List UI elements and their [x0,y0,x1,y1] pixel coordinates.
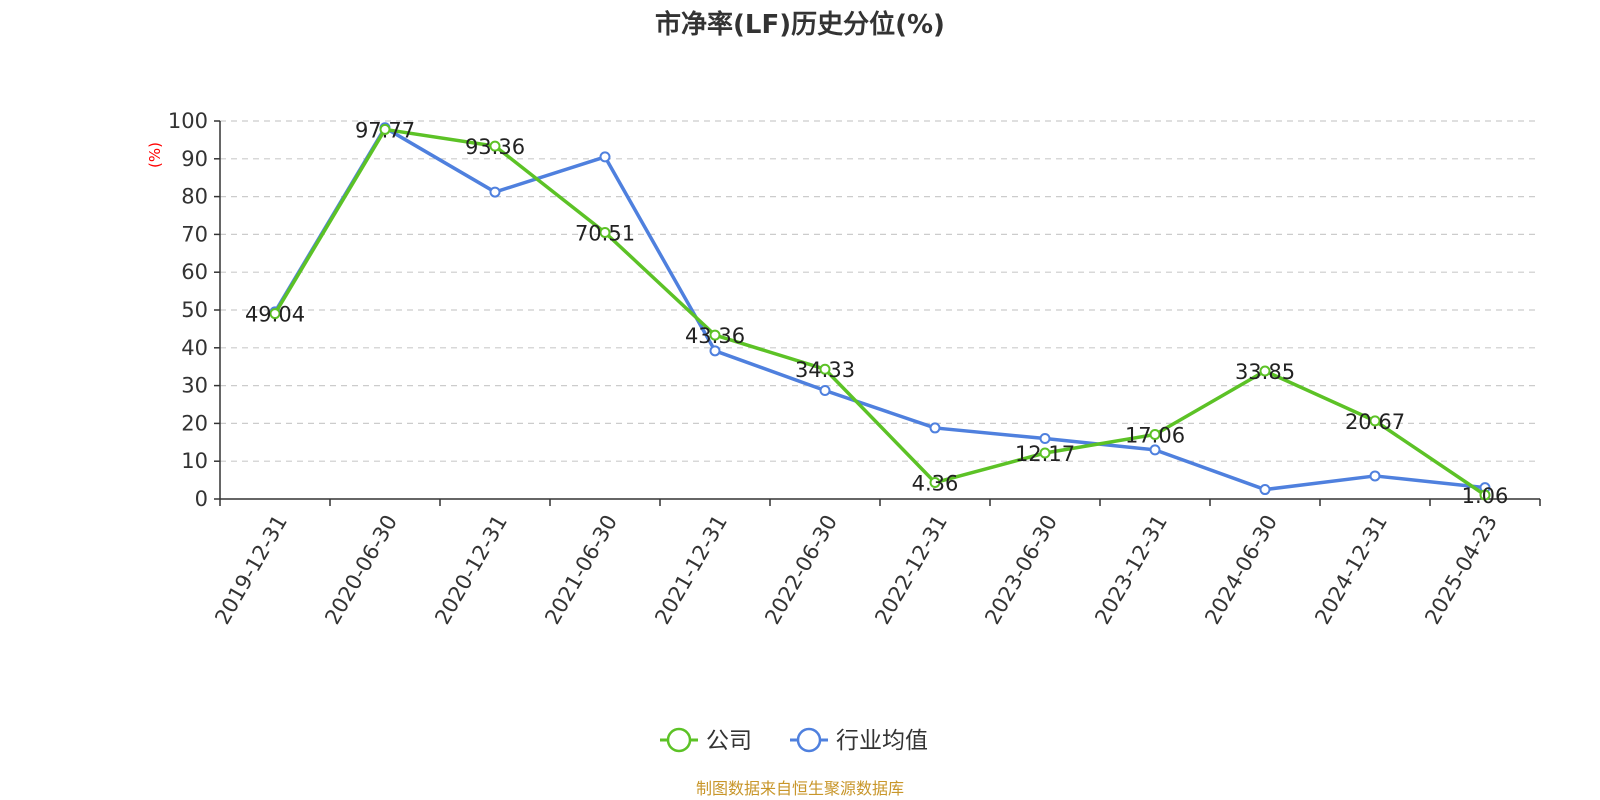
x-tick-label: 2022-12-31 [870,511,952,629]
data-point[interactable] [489,140,501,152]
x-tick-label: 2023-06-30 [980,511,1062,629]
source-note: 制图数据来自恒生聚源数据库 [696,779,904,798]
x-tick-label: 2024-12-31 [1310,511,1392,629]
data-point[interactable] [1149,429,1161,441]
y-tick-label: 100 [168,109,208,133]
y-tick-label: 70 [181,222,208,246]
data-point[interactable] [599,226,611,238]
data-label: 49.04 [245,303,305,327]
y-tick-label: 60 [181,260,208,284]
data-label: 70.51 [575,221,635,245]
data-point[interactable] [489,186,501,198]
data-label: 12.17 [1015,442,1075,466]
data-point[interactable] [929,422,941,434]
y-tick-label: 90 [181,147,208,171]
x-tick-label: 2022-06-30 [760,511,842,629]
legend-label: 行业均值 [836,728,928,754]
data-point[interactable] [929,477,941,489]
data-labels: 49.04 97.77 93.36 70.51 43.36 34.33 4.36 12.17 1… [245,118,1508,508]
data-point[interactable] [1039,447,1051,459]
data-label: 20.67 [1345,410,1405,434]
data-point[interactable] [269,308,281,320]
data-label: 33.85 [1235,360,1295,384]
y-tick-label: 0 [195,487,208,511]
x-tick-label: 2024-06-30 [1200,511,1282,629]
x-tick-label: 2020-12-31 [430,511,512,629]
y-tick-label: 80 [181,185,208,209]
data-label: 43.36 [685,324,745,348]
y-tick-label: 40 [181,336,208,360]
data-point[interactable] [1369,415,1381,427]
data-point[interactable] [1479,489,1491,501]
x-tick-label: 2021-06-30 [540,511,622,629]
data-label: 93.36 [465,135,525,159]
data-label: 34.33 [795,358,855,382]
data-point[interactable] [1039,433,1051,445]
chart-title: 市净率(LF)历史分位(%) [655,9,945,40]
data-point[interactable] [709,329,721,341]
y-tick-label: 50 [181,298,208,322]
data-point[interactable] [1259,365,1271,377]
legend-item-company[interactable]: 公司 [660,727,752,754]
data-label: 17.06 [1125,424,1185,448]
x-tick-label: 2025-04-23 [1420,511,1502,629]
data-label: 1.06 [1462,484,1509,508]
series-line [273,126,1486,492]
series-line [273,127,1486,497]
data-point[interactable] [379,123,391,135]
data-point[interactable] [819,385,831,397]
data-point[interactable] [1149,444,1161,456]
data-point[interactable] [1259,484,1271,496]
data-label: 4.36 [912,472,959,496]
grid-lines [220,120,1540,462]
legend-marker-icon [796,727,822,753]
y-tick-label: 10 [181,449,208,473]
y-tick-label: 30 [181,374,208,398]
y-axis-label: (%) [146,142,164,168]
x-tick-label: 2023-12-31 [1090,511,1172,629]
legend[interactable]: 公司 行业均值 [660,727,928,754]
x-tick-label: 2020-06-30 [320,511,402,629]
legend-marker-icon [666,727,692,753]
x-tick-label: 2019-12-31 [210,511,292,629]
data-point[interactable] [599,151,611,163]
data-point[interactable] [1369,470,1381,482]
data-point[interactable] [709,345,721,357]
x-tick-label: 2021-12-31 [650,511,732,629]
data-label: 97.77 [355,118,415,142]
legend-item-industry-avg[interactable]: 行业均值 [790,727,928,754]
legend-label: 公司 [706,728,752,754]
y-tick-label: 20 [181,411,208,435]
data-point[interactable] [819,363,831,375]
series-layer [269,122,1491,501]
